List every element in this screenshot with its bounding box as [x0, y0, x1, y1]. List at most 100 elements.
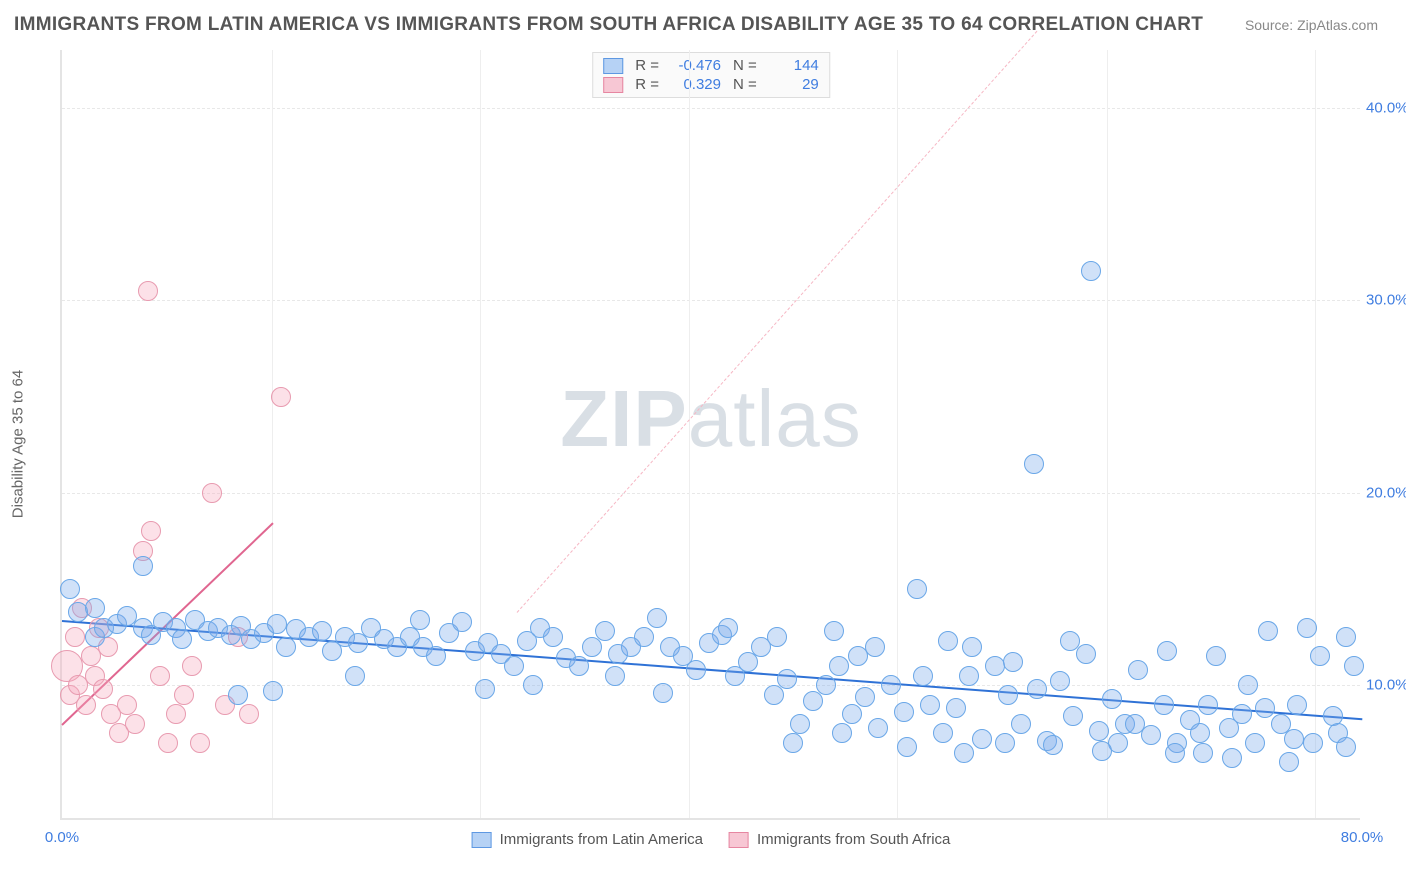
data-point	[894, 702, 914, 722]
data-point	[605, 666, 625, 686]
plot-area: ZIPatlas R = -0.476 N = 144 R = 0.329 N …	[60, 50, 1360, 820]
data-point	[972, 729, 992, 749]
n-value-latin: 144	[765, 57, 819, 74]
data-point	[1089, 721, 1109, 741]
x-tick-label: 0.0%	[45, 829, 79, 846]
data-point	[239, 704, 259, 724]
gridline-h	[62, 108, 1360, 109]
data-point	[848, 646, 868, 666]
data-point	[1060, 631, 1080, 651]
data-point	[962, 637, 982, 657]
data-point	[150, 666, 170, 686]
source-label: Source: ZipAtlas.com	[1245, 17, 1378, 33]
data-point	[959, 666, 979, 686]
data-point	[1092, 741, 1112, 761]
source-link[interactable]: ZipAtlas.com	[1297, 17, 1378, 33]
data-point	[1165, 743, 1185, 763]
data-point	[138, 281, 158, 301]
data-point	[595, 621, 615, 641]
data-point	[1258, 621, 1278, 641]
data-point	[182, 656, 202, 676]
data-point	[85, 598, 105, 618]
y-tick-label: 10.0%	[1366, 677, 1406, 694]
data-point	[832, 723, 852, 743]
data-point	[1081, 261, 1101, 281]
legend-row-latin: R = -0.476 N = 144	[603, 57, 819, 74]
data-point	[1141, 725, 1161, 745]
gridline-h	[62, 685, 1360, 686]
data-point	[1232, 704, 1252, 724]
data-point	[190, 733, 210, 753]
data-point	[158, 733, 178, 753]
gridline-h	[62, 300, 1360, 301]
data-point	[125, 714, 145, 734]
data-point	[166, 704, 186, 724]
data-point	[1198, 695, 1218, 715]
swatch-safrica-icon	[729, 832, 749, 848]
data-point	[842, 704, 862, 724]
r-value-latin: -0.476	[667, 57, 721, 74]
gridline-v	[272, 50, 273, 818]
data-point	[1303, 733, 1323, 753]
data-point	[117, 695, 137, 715]
chart-header: IMMIGRANTS FROM LATIN AMERICA VS IMMIGRA…	[0, 0, 1406, 42]
gridline-h	[62, 493, 1360, 494]
data-point	[1238, 675, 1258, 695]
data-point	[1027, 679, 1047, 699]
data-point	[1102, 689, 1122, 709]
data-point	[653, 683, 673, 703]
data-point	[954, 743, 974, 763]
data-point	[985, 656, 1005, 676]
data-point	[1011, 714, 1031, 734]
data-point	[824, 621, 844, 641]
data-point	[1287, 695, 1307, 715]
data-point	[647, 608, 667, 628]
r-value-safrica: 0.329	[667, 76, 721, 93]
data-point	[767, 627, 787, 647]
data-point	[141, 521, 161, 541]
watermark: ZIPatlas	[560, 373, 861, 465]
data-point	[1157, 641, 1177, 661]
data-point	[312, 621, 332, 641]
data-point	[345, 666, 365, 686]
data-point	[920, 695, 940, 715]
data-point	[569, 656, 589, 676]
data-point	[829, 656, 849, 676]
data-point	[933, 723, 953, 743]
data-point	[790, 714, 810, 734]
data-point	[1063, 706, 1083, 726]
data-point	[426, 646, 446, 666]
data-point	[267, 614, 287, 634]
data-point	[1076, 644, 1096, 664]
data-point	[946, 698, 966, 718]
data-point	[93, 679, 113, 699]
data-point	[65, 627, 85, 647]
data-point	[271, 387, 291, 407]
data-point	[1245, 733, 1265, 753]
data-point	[718, 618, 738, 638]
data-point	[228, 685, 248, 705]
series-legend: Immigrants from Latin America Immigrants…	[472, 831, 951, 848]
data-point	[938, 631, 958, 651]
legend-item-safrica: Immigrants from South Africa	[729, 831, 950, 848]
legend-row-safrica: R = 0.329 N = 29	[603, 76, 819, 93]
data-point	[133, 556, 153, 576]
data-point	[1043, 735, 1063, 755]
correlation-legend: R = -0.476 N = 144 R = 0.329 N = 29	[592, 52, 830, 98]
data-point	[76, 695, 96, 715]
data-point	[1310, 646, 1330, 666]
y-axis-label: Disability Age 35 to 64	[10, 370, 27, 518]
data-point	[504, 656, 524, 676]
data-point	[998, 685, 1018, 705]
data-point	[1336, 737, 1356, 757]
data-point	[881, 675, 901, 695]
data-point	[172, 629, 192, 649]
chart-title: IMMIGRANTS FROM LATIN AMERICA VS IMMIGRA…	[14, 14, 1203, 36]
data-point	[202, 483, 222, 503]
data-point	[543, 627, 563, 647]
gridline-v	[689, 50, 690, 818]
data-point	[816, 675, 836, 695]
data-point	[1190, 723, 1210, 743]
data-point	[897, 737, 917, 757]
data-point	[410, 610, 430, 630]
